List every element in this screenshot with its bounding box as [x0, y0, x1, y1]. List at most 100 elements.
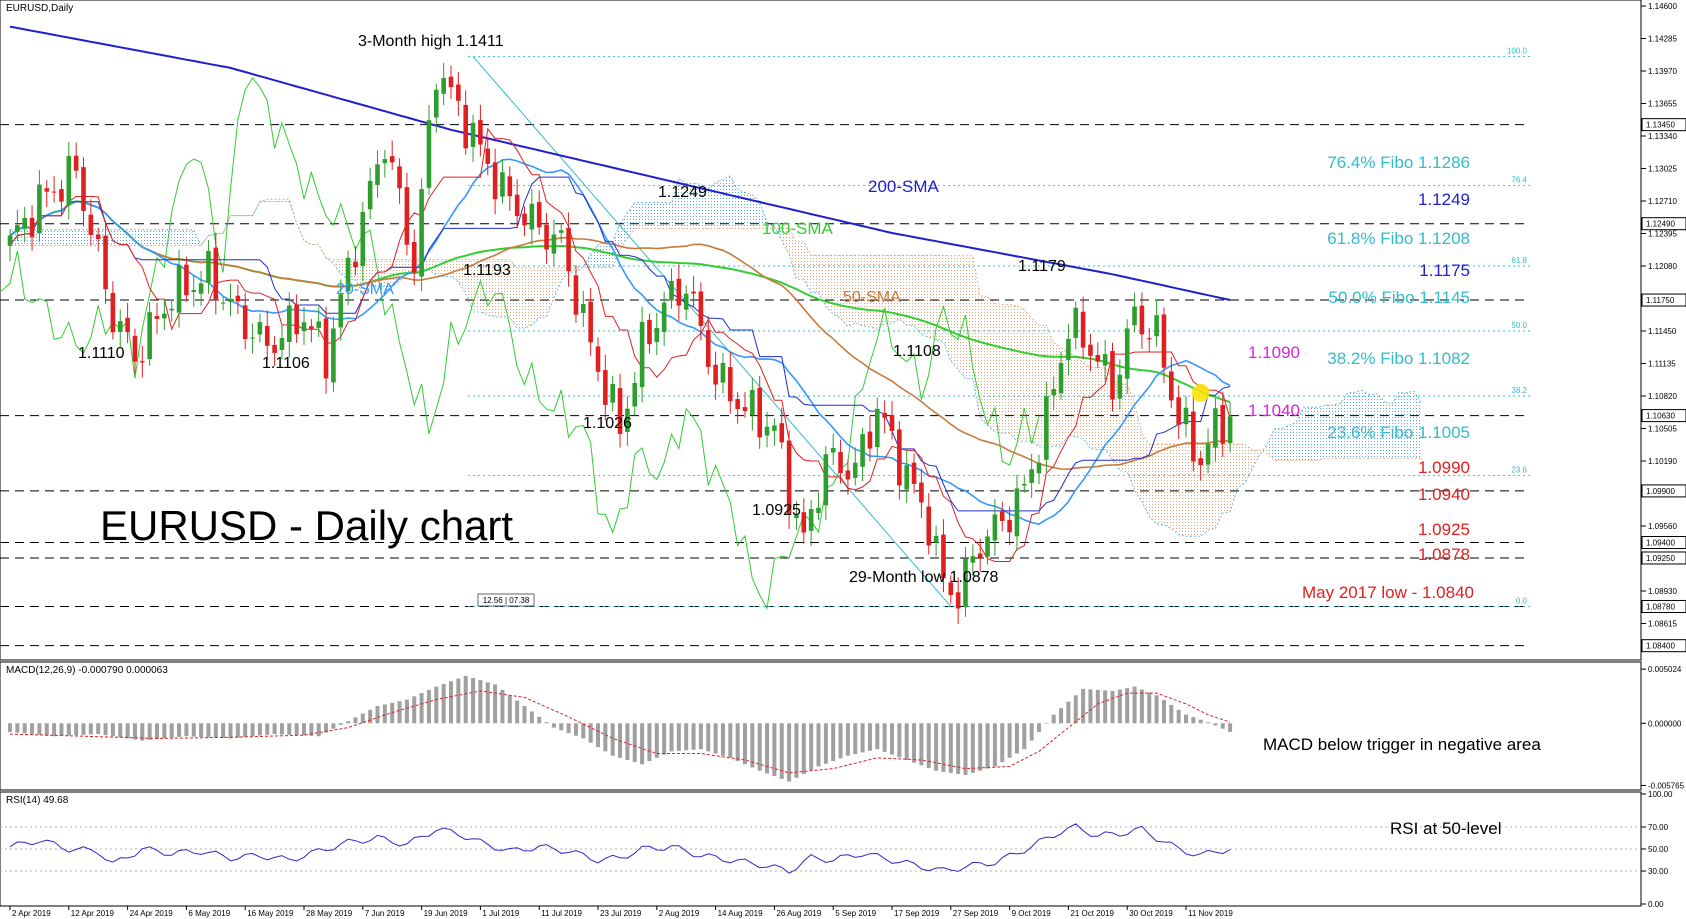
kijun-sen-line — [9, 176, 1231, 512]
macd-histogram-bar — [1206, 722, 1211, 724]
macd-histogram-bar — [904, 723, 909, 760]
time-axis-label: 16 May 2019 — [247, 909, 294, 918]
macd-histogram-bar — [221, 723, 226, 739]
ichimoku-cloud-segment — [355, 259, 363, 295]
candle-body — [169, 308, 174, 311]
candle-body — [617, 388, 623, 434]
macd-histogram-bar — [912, 723, 917, 763]
ichimoku-cloud-segment — [1296, 407, 1304, 461]
rsi-axis-label: 100.00 — [1648, 790, 1673, 799]
ichimoku-cloud-segment — [1178, 444, 1186, 537]
ichimoku-cloud-segment — [54, 229, 62, 246]
candle-body — [29, 217, 35, 237]
candle-body — [683, 293, 689, 310]
time-axis-label: 6 May 2019 — [188, 909, 230, 918]
candle-body — [669, 280, 674, 301]
time-axis-label: 11 Jul 2019 — [541, 909, 582, 918]
annotation-29-month-low: 29-Month low 1.0878 — [849, 569, 999, 586]
candle-body — [625, 408, 630, 432]
macd-histogram-bar — [610, 723, 615, 756]
macd-histogram-bar — [772, 723, 777, 777]
candle-body — [404, 187, 410, 245]
candle-body — [514, 194, 520, 217]
candle-body — [551, 234, 557, 254]
candle-body — [1095, 354, 1101, 362]
macd-axis-label: -0.005765 — [1648, 781, 1685, 790]
candle-body — [88, 214, 94, 235]
macd-histogram-bar — [581, 723, 586, 739]
candle-body — [941, 534, 946, 579]
candle-body — [81, 167, 86, 211]
candle-body — [154, 315, 160, 319]
macd-histogram-bar — [787, 723, 792, 782]
candle-body — [367, 180, 373, 210]
macd-histogram-bar — [96, 723, 101, 735]
ichimoku-cloud-segment — [884, 255, 892, 324]
ichimoku-cloud-segment — [61, 229, 69, 246]
macd-histogram-bar — [706, 723, 711, 752]
macd-histogram-bar — [1132, 686, 1137, 724]
candle-body — [764, 426, 770, 436]
ichimoku-cloud-segment — [1127, 384, 1135, 491]
ichimoku-cloud-segment — [936, 255, 944, 342]
candle-body — [184, 264, 189, 296]
macd-histogram-bar — [1228, 723, 1233, 732]
price-tag-label: 1.09250 — [1646, 554, 1675, 563]
candle-body — [705, 330, 711, 367]
macd-histogram-bar — [875, 723, 880, 750]
candle-body — [1051, 389, 1056, 396]
candle-body — [206, 250, 211, 283]
macd-histogram-bar — [970, 723, 975, 773]
macd-histogram-bar — [1184, 714, 1188, 724]
time-axis-label: 21 Oct 2019 — [1070, 909, 1114, 918]
candle-body — [500, 172, 505, 197]
ichimoku-cloud-segment — [950, 255, 959, 370]
price-tag-box — [1641, 551, 1686, 565]
ichimoku-cloud-segment — [796, 241, 804, 280]
senkou-span-b-line — [10, 201, 1422, 461]
candle-body — [1124, 328, 1130, 379]
macd-histogram-bar — [1139, 689, 1144, 724]
ichimoku-cloud-segment — [1288, 422, 1297, 461]
macd-histogram-bar — [654, 723, 659, 758]
candle-body — [750, 389, 755, 416]
time-axis-label: 2 Apr 2019 — [12, 909, 51, 918]
candle-body — [735, 399, 740, 410]
macd-histogram-bar — [478, 680, 483, 724]
candle-body — [1146, 338, 1152, 340]
macd-histogram-bar — [184, 723, 189, 737]
candle-body — [220, 302, 226, 304]
candle-body — [198, 283, 204, 294]
candle-body — [441, 78, 446, 94]
macd-histogram-bar — [566, 723, 571, 734]
macd-histogram-bar — [963, 723, 968, 776]
macd-axis-label: 0.000000 — [1648, 719, 1682, 728]
fibonacci-level-tag: 100.0 — [1507, 47, 1528, 56]
macd-histogram-bar — [463, 675, 468, 724]
macd-histogram-bar — [860, 723, 865, 753]
macd-histogram-bar — [22, 723, 27, 734]
ichimoku-cloud-segment — [1016, 305, 1025, 442]
candle-body — [1176, 397, 1181, 425]
macd-histogram-bar — [44, 723, 49, 736]
macd-histogram-bar — [515, 700, 520, 724]
annotation-1-1108: 1.1108 — [893, 343, 941, 360]
time-axis-label: 19 Jun 2019 — [424, 909, 469, 918]
macd-histogram-bar — [426, 689, 431, 724]
ichimoku-cloud-segment — [598, 240, 606, 268]
price-panel[interactable] — [0, 0, 1642, 661]
macd-histogram-bar — [360, 713, 365, 724]
ichimoku-cloud-segment — [818, 255, 826, 307]
macd-signal-line — [9, 690, 1231, 774]
price-tag-box — [1641, 118, 1686, 132]
ichimoku-cloud-segment — [179, 229, 187, 246]
candle-body — [536, 202, 542, 228]
macd-histogram-bar — [8, 723, 12, 732]
candle-body — [1014, 488, 1020, 537]
may-2017-low-label: May 2017 low - 1.0840 — [1302, 583, 1474, 602]
time-axis-label: 2 Aug 2019 — [659, 909, 700, 918]
ichimoku-cloud-segment — [1215, 444, 1223, 529]
macd-histogram-bar — [103, 723, 108, 736]
macd-histogram-bar — [338, 723, 343, 725]
price-tag-label: 1.12490 — [1646, 220, 1675, 229]
